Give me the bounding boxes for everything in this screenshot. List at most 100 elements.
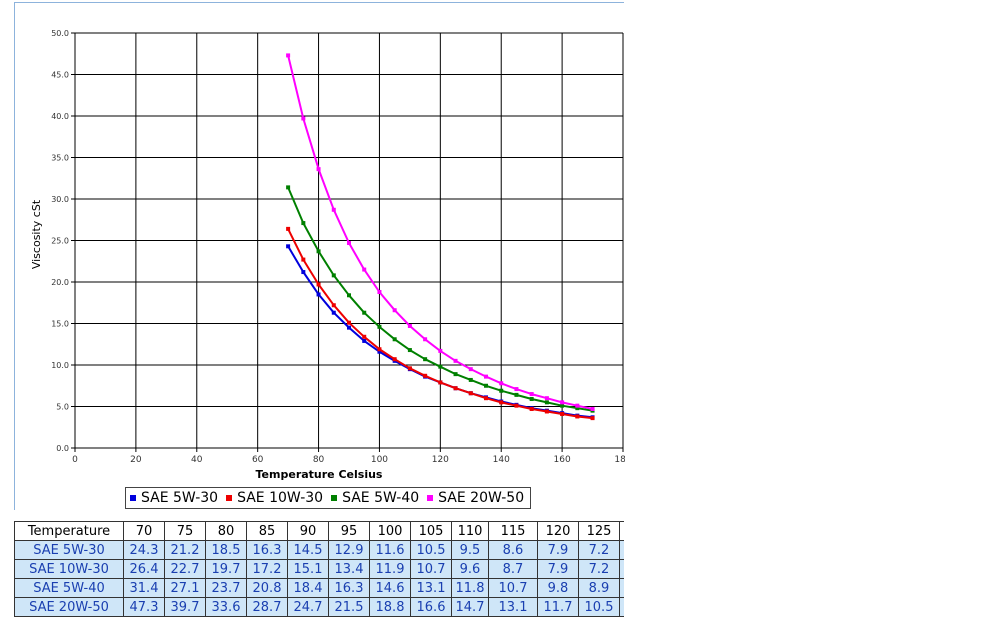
data-point [529,392,534,397]
data-point [514,392,519,397]
table-cell: 13.1 [488,597,538,617]
table-cell: 16.3 [328,578,370,598]
data-point [484,374,488,379]
data-point [453,358,458,363]
legend-label: SAE 20W-50 [438,490,525,506]
data-point [423,373,428,378]
table-cell: 13.1 [410,578,452,598]
table-cell: 26.4 [123,559,165,579]
legend-swatch [331,495,338,501]
data-point [377,349,382,354]
table-cell: 24.3 [123,540,165,560]
table-cell: 9.8 [537,578,579,598]
data-point [286,226,291,231]
table-column-header: 75 [164,521,206,541]
data-point [331,303,336,308]
table-cell: 14.7 [451,597,489,617]
y-axis-label: Viscosity cSt [30,199,43,269]
data-point [301,116,306,121]
table-cell: 18.8 [369,597,411,617]
table-column-header: 85 [246,521,288,541]
data-point [377,324,382,329]
y-tick-label: 10.0 [51,361,69,370]
legend-label: SAE 5W-30 [141,490,219,506]
data-point [316,282,321,287]
y-tick-label: 45.0 [51,71,69,80]
data-point [286,244,291,249]
table-row: SAE 10W-30 26.4 22.7 19.7 17.2 15.1 13.4 11.9 10… [14,559,624,579]
legend-item: SAE 20W-50 [427,490,524,506]
table-cell: 11.8 [451,578,489,598]
table-row-label: SAE 20W-50 [14,597,124,617]
y-tick-label: 50.0 [51,29,69,38]
data-point [560,400,565,405]
table-cell: 8.9 [578,578,620,598]
y-tick-label: 40.0 [51,112,69,121]
table-column-header: 1 [619,521,624,541]
table-row: SAE 5W-40 31.4 27.1 23.7 20.8 18.4 16.3 14.6 13.… [14,578,624,598]
data-point [392,337,397,342]
x-tick-label: 120 [432,455,449,465]
data-point [347,240,351,245]
data-point [468,377,473,382]
table-cell: 10.7 [488,578,538,598]
y-tick-label: 25.0 [51,237,69,246]
data-point [362,338,367,343]
x-tick-label: 160 [554,455,571,465]
data-point [362,310,367,315]
data-point [362,267,367,272]
data-point [453,372,458,377]
data-point [316,167,321,172]
legend-swatch [130,495,136,501]
legend-label: SAE 10W-30 [237,490,324,506]
table-cell: 31.4 [123,578,165,598]
legend-item: SAE 10W-30 [226,490,323,506]
x-tick-label: 100 [371,455,388,465]
x-tick-label: 140 [493,455,510,465]
table-cell: 33.6 [205,597,247,617]
table-row-label: SAE 5W-40 [14,578,124,598]
table-cell: 12.9 [328,540,370,560]
y-tick-label: 5.0 [56,403,69,412]
table-cell: 17.2 [246,559,288,579]
data-point [316,292,321,297]
table-header-row: Temperature 70 75 80 85 90 95 100 105 110 115 120 12… [14,521,624,541]
legend-label: SAE 5W-40 [342,490,420,506]
data-point [407,323,412,328]
table-column-header: 80 [205,521,247,541]
table-cell: 16.6 [410,597,452,617]
table-cell: 8 [619,578,624,598]
data-point [301,257,306,262]
table-header-label: Temperature [14,521,124,541]
x-tick-label: 0 [72,455,78,465]
data-point [347,325,351,330]
data-point [560,411,565,416]
table-cell: 23.7 [205,578,247,598]
x-tick-label: 180 [614,455,625,465]
table-column-header: 100 [369,521,411,541]
table-column-header: 125 [578,521,620,541]
data-point [499,381,504,386]
table-column-header: 115 [488,521,538,541]
table-cell: 11.9 [369,559,411,579]
table-cell: 20.8 [246,578,288,598]
table-cell: 16.3 [246,540,288,560]
x-tick-label: 60 [252,455,264,465]
table-cell: 39.7 [164,597,206,617]
table-container: Temperature 70 75 80 85 90 95 100 105 110 115 120 12… [0,515,624,627]
data-point [575,414,580,419]
chart-legend: SAE 5W-30 SAE 10W-30 SAE 5W-40 SAE 20W-50 [125,487,532,509]
table-cell: 10.5 [578,597,620,617]
data-point [438,380,443,385]
table-cell: 28.7 [246,597,288,617]
data-point [544,409,549,414]
data-point [484,396,488,401]
table-column-header: 120 [537,521,579,541]
table-cell: 24.7 [287,597,329,617]
table-cell: 14.6 [369,578,411,598]
table-cell: 21.2 [164,540,206,560]
table-cell: 7.2 [578,540,620,560]
data-point [514,403,519,408]
data-point [392,308,397,313]
table-column-header: 95 [328,521,370,541]
